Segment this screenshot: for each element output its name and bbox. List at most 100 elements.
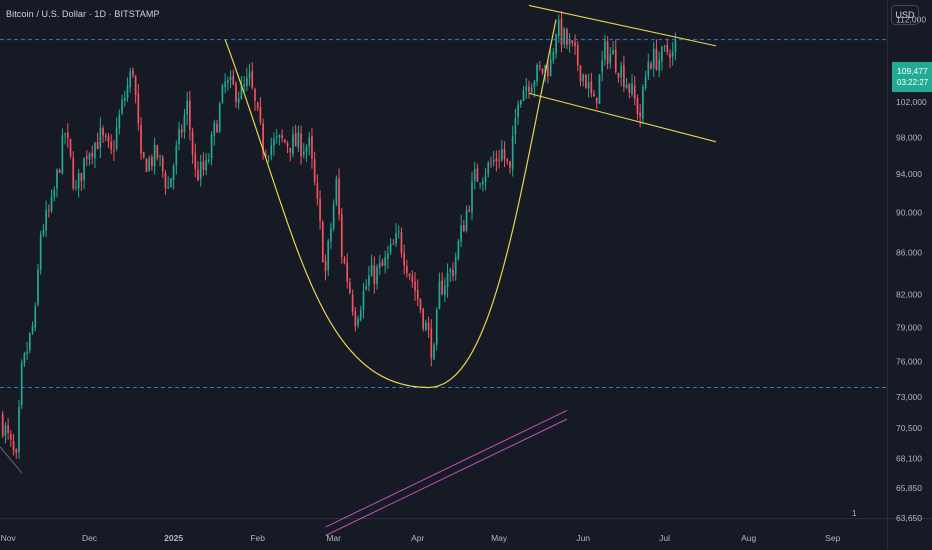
x-tick-label: Aug xyxy=(741,533,756,543)
candle-body xyxy=(292,134,294,155)
candle-body xyxy=(145,159,148,173)
candle-body xyxy=(199,161,202,180)
candle-body xyxy=(566,29,568,45)
candle-body xyxy=(601,60,604,73)
candle-body xyxy=(205,160,207,171)
candle-body xyxy=(164,172,167,189)
candle-body xyxy=(1,413,4,436)
candle-body xyxy=(552,51,555,61)
y-tick-label: 73,000 xyxy=(896,392,922,402)
candle-body xyxy=(606,41,609,64)
candle-body xyxy=(628,83,631,93)
y-tick-label: 82,000 xyxy=(896,290,922,300)
candle-body xyxy=(457,240,460,259)
y-tick-label: 79,000 xyxy=(896,322,922,332)
candle-body xyxy=(107,136,110,142)
currency-button[interactable]: USD xyxy=(891,5,919,25)
candle-body xyxy=(23,353,26,364)
candle-body xyxy=(104,135,107,137)
y-tick-label: 90,000 xyxy=(896,207,922,217)
y-tick-label: 94,000 xyxy=(896,169,922,179)
candle-body xyxy=(302,151,305,156)
candle-body xyxy=(183,115,186,132)
candle-body xyxy=(134,75,137,96)
candle-body xyxy=(80,172,83,182)
candle-body xyxy=(294,133,297,147)
symbol-title[interactable]: Bitcoin / U.S. Dollar · 1D · BITSTAMP xyxy=(6,9,160,19)
candle-body xyxy=(96,142,99,150)
candle-body xyxy=(297,132,300,148)
candle-body xyxy=(15,449,18,454)
candle-body xyxy=(197,169,199,181)
candle-body xyxy=(563,28,566,44)
candle-body xyxy=(397,231,400,233)
candle-body xyxy=(170,178,172,188)
last-price-badge: 109,477 03:22:27 xyxy=(892,62,932,92)
scale-settings-button[interactable]: 1 xyxy=(852,509,857,518)
candle-body xyxy=(528,86,530,92)
channel-line xyxy=(325,418,568,536)
candle-body xyxy=(644,76,647,89)
candle-body xyxy=(530,87,533,94)
candle-body xyxy=(202,161,205,170)
candle-body xyxy=(571,40,574,43)
candle-body xyxy=(262,123,264,154)
price-axis[interactable]: 112,000 102,000 98,000 94,000 90,000 86,000 82… xyxy=(896,14,927,523)
y-tick-label: 65,850 xyxy=(896,483,922,493)
candle-body xyxy=(568,40,571,45)
candle-body xyxy=(28,332,31,351)
candle-body xyxy=(72,157,75,189)
candle-body xyxy=(281,135,283,139)
candle-body xyxy=(340,214,343,258)
candle-body xyxy=(75,187,77,189)
candle-body xyxy=(286,142,289,147)
candle-body xyxy=(422,308,424,329)
candle-body xyxy=(237,98,240,103)
candle-body xyxy=(631,83,633,95)
candle-body xyxy=(452,269,454,277)
candle-body xyxy=(351,294,354,312)
candle-body xyxy=(435,309,438,345)
y-tick-label: 76,000 xyxy=(896,357,922,367)
candle-body xyxy=(471,181,473,213)
candle-body xyxy=(118,114,121,129)
x-tick-label: Nov xyxy=(1,533,17,543)
candle-body xyxy=(671,51,674,57)
candle-body xyxy=(387,253,389,259)
candle-body xyxy=(275,136,278,138)
candle-body xyxy=(137,93,140,124)
x-tick-label: Mar xyxy=(326,533,341,543)
candle-body xyxy=(454,257,457,275)
candle-body xyxy=(481,181,484,185)
candle-body xyxy=(623,65,625,88)
candle-body xyxy=(642,86,644,119)
candle-body xyxy=(189,100,191,130)
candle-body xyxy=(305,146,308,153)
candle-body xyxy=(319,198,321,222)
candle-body xyxy=(126,85,129,98)
candle-body xyxy=(614,49,617,73)
x-tick-label: Jul xyxy=(659,533,670,543)
y-tick-label: 102,000 xyxy=(896,97,927,107)
candle-body xyxy=(172,166,175,180)
candle-body xyxy=(389,244,392,253)
candle-body xyxy=(652,48,655,69)
candle-body xyxy=(661,47,663,62)
candle-body xyxy=(647,62,650,77)
candle-body xyxy=(159,155,161,157)
x-tick-label: 2025 xyxy=(164,533,183,543)
candle-body xyxy=(484,175,487,183)
candle-body xyxy=(324,261,327,272)
time-axis[interactable]: Nov Dec 2025 Feb Mar Apr May Jun Jul Aug Sep xyxy=(1,533,841,543)
candle-body xyxy=(53,189,56,198)
candle-body xyxy=(264,154,267,156)
candle-body xyxy=(427,323,430,330)
candle-body xyxy=(178,129,180,145)
candle-body xyxy=(536,64,538,82)
candle-body xyxy=(411,275,414,282)
candle-body xyxy=(541,68,544,73)
candle-body xyxy=(210,134,213,159)
flag-upper-line xyxy=(528,4,717,47)
